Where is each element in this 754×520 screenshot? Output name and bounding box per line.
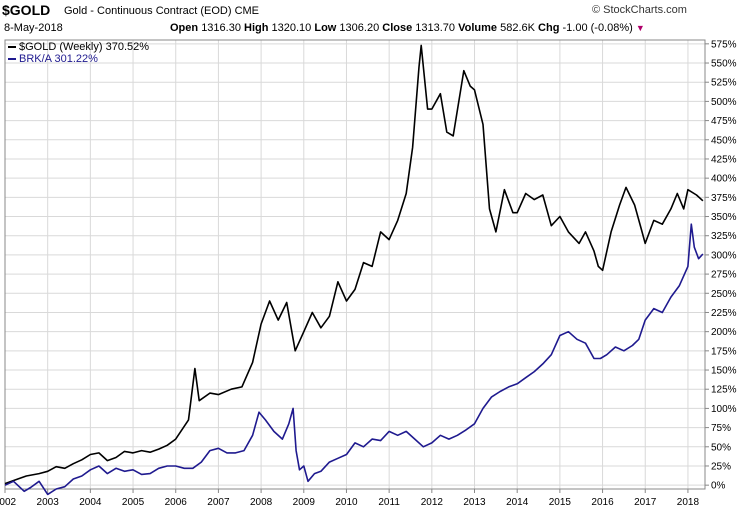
y-tick-label: 25% [711, 461, 731, 472]
close-value: 1313.70 [415, 22, 456, 34]
y-tick-label: 200% [711, 327, 737, 338]
chart-legend: $GOLD (Weekly) 370.52%BRK/A 301.22% [8, 41, 149, 65]
y-tick-label: 575% [711, 39, 737, 50]
volume-value: 582.6K [500, 22, 535, 34]
y-tick-label: 175% [711, 346, 737, 357]
ohlc-readout: Open 1316.30 High 1320.10 Low 1306.20 Cl… [170, 22, 645, 34]
chg-value: -1.00 (-0.08%) [562, 22, 633, 34]
x-tick-label: 2002 [0, 497, 17, 508]
y-tick-label: 125% [711, 385, 737, 396]
y-tick-label: 150% [711, 366, 737, 377]
y-tick-label: 0% [711, 481, 726, 492]
ticker-symbol: $GOLD [2, 2, 51, 18]
y-tick-label: 225% [711, 308, 737, 319]
y-tick-label: 350% [711, 212, 737, 223]
x-axis-ticks: 2002 2003 2004 2005 2006 2007 2008 2009 2010 2011… [0, 489, 699, 508]
low-label: Low [314, 22, 337, 34]
gold-series-line [4, 44, 704, 485]
y-tick-label: 300% [711, 250, 737, 261]
y-tick-label: 475% [711, 116, 737, 127]
low-value: 1306.20 [339, 22, 380, 34]
y-tick-label: 450% [711, 135, 737, 146]
y-tick-label: 75% [711, 423, 731, 434]
x-tick-label: 2009 [293, 497, 316, 508]
x-tick-label: 2015 [549, 497, 572, 508]
gold-legend-label: $GOLD (Weekly) 370.52% [19, 41, 149, 53]
x-tick-label: 2010 [335, 497, 358, 508]
series-lines [4, 44, 704, 496]
x-tick-label: 2008 [250, 497, 273, 508]
high-label: High [244, 22, 269, 34]
brk-series-line [4, 223, 704, 496]
exchange-text: CME [234, 5, 260, 17]
open-label: Open [170, 22, 199, 34]
y-tick-label: 400% [711, 174, 737, 185]
y-tick-label: 425% [711, 154, 737, 165]
chart-grid [4, 40, 705, 489]
x-tick-label: 2016 [591, 497, 614, 508]
close-label: Close [382, 22, 413, 34]
y-tick-label: 550% [711, 59, 737, 70]
chg-label: Chg [538, 22, 560, 34]
x-tick-label: 2014 [506, 497, 529, 508]
y-tick-label: 100% [711, 404, 737, 415]
x-tick-label: 2007 [207, 497, 230, 508]
y-tick-label: 525% [711, 78, 737, 89]
x-tick-label: 2005 [122, 497, 145, 508]
y-tick-label: 50% [711, 442, 731, 453]
x-tick-label: 2017 [634, 497, 657, 508]
description-text: Gold - Continuous Contract (EOD) [64, 5, 232, 17]
high-value: 1320.10 [271, 22, 312, 34]
down-triangle-icon: ▼ [635, 23, 645, 33]
y-tick-label: 250% [711, 289, 737, 300]
x-tick-label: 2013 [463, 497, 486, 508]
x-tick-label: 2018 [677, 497, 700, 508]
y-tick-label: 325% [711, 231, 737, 242]
x-tick-label: 2006 [165, 497, 188, 508]
brk-legend-label: BRK/A 301.22% [19, 53, 98, 65]
volume-label: Volume [458, 22, 498, 34]
y-axis-ticks: 0% 25% 50% 75% 100% 125% 150% 175% 200% 225% 250% 2… [705, 39, 737, 492]
y-tick-label: 375% [711, 193, 737, 204]
symbol-description: Gold - Continuous Contract (EOD) CME [64, 5, 259, 17]
brand-watermark: © StockCharts.com [592, 4, 687, 16]
open-value: 1316.30 [201, 22, 241, 34]
x-tick-label: 2011 [378, 497, 400, 508]
x-tick-label: 2003 [37, 497, 60, 508]
quote-date: 8-May-2018 [4, 22, 63, 34]
y-tick-label: 500% [711, 97, 737, 108]
y-tick-label: 275% [711, 270, 737, 281]
plot-border [4, 39, 706, 490]
x-tick-label: 2012 [421, 497, 444, 508]
x-tick-label: 2004 [79, 497, 102, 508]
